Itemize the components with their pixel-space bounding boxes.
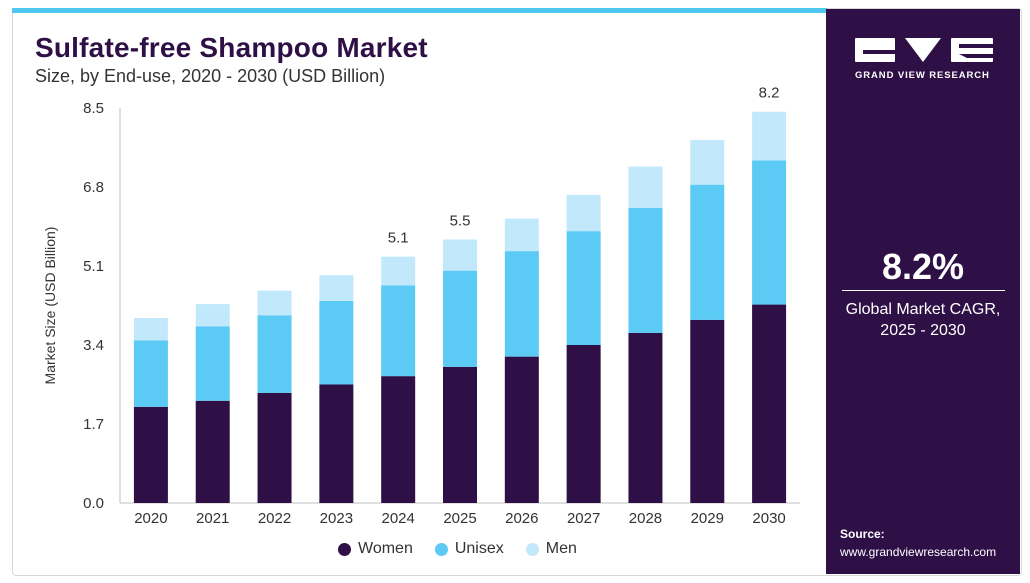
bar-men-2025	[443, 239, 477, 271]
accent-bar	[12, 8, 827, 13]
y-tick-label: 6.8	[83, 179, 104, 196]
y-tick-label: 1.7	[83, 416, 104, 433]
legend-item-unisex: Unisex	[434, 540, 504, 558]
y-tick-label: 3.4	[83, 337, 104, 354]
source-title: Source:	[840, 527, 885, 541]
data-label-2024: 5.1	[388, 230, 409, 247]
bar-unisex-2027	[566, 231, 601, 345]
bar-unisex-2029	[690, 184, 725, 320]
bar-women-2029	[690, 319, 725, 503]
bar-men-2030	[752, 111, 787, 161]
y-tick-label: 8.5	[83, 100, 104, 117]
legend-label-women: Women	[358, 540, 413, 557]
bar-unisex-2028	[628, 207, 663, 333]
bar-women-2025	[443, 366, 477, 503]
bar-men-2023	[319, 275, 354, 301]
y-tick-label: 0.0	[83, 495, 104, 512]
brand-name: GRAND VIEW RESEARCH	[855, 70, 990, 81]
bar-unisex-2023	[319, 300, 354, 385]
cagr-label-line1: Global Market CAGR,	[845, 301, 1001, 318]
bar-unisex-2020	[133, 340, 168, 407]
bar-unisex-2022	[257, 315, 292, 393]
chart-legend: Women Unisex Men	[338, 540, 599, 558]
bar-men-2026	[504, 218, 539, 252]
legend-item-women: Women	[338, 540, 413, 558]
bar-women-2024	[381, 376, 416, 503]
bar-men-2022	[257, 290, 292, 316]
bar-women-2030	[752, 304, 787, 503]
data-label-2030: 8.2	[759, 85, 780, 102]
cagr-divider	[842, 290, 1005, 291]
bar-unisex-2025	[443, 270, 477, 367]
bar-men-2028	[628, 166, 663, 208]
cagr-value: 8.2%	[881, 246, 965, 287]
source-url[interactable]: www.grandviewresearch.com	[840, 545, 997, 559]
legend-swatch-men	[525, 542, 539, 556]
x-tick-label: 2021	[196, 510, 229, 527]
y-tick-label: 5.1	[83, 258, 104, 275]
x-tick-label: 2028	[629, 510, 662, 527]
bar-women-2023	[319, 384, 354, 503]
bar-unisex-2024	[381, 285, 416, 377]
bar-unisex-2030	[752, 160, 787, 305]
bar-women-2026	[504, 356, 539, 503]
x-tick-label: 2026	[505, 510, 538, 527]
bar-women-2028	[628, 332, 663, 503]
x-tick-label: 2020	[134, 510, 167, 527]
legend-label-unisex: Unisex	[454, 540, 504, 557]
bar-men-2021	[195, 304, 230, 327]
y-axis-label: Market Size (USD Billion)	[42, 227, 58, 385]
bar-unisex-2021	[195, 326, 230, 401]
legend-item-men: Men	[525, 540, 577, 558]
legend-swatch-unisex	[434, 542, 448, 556]
x-tick-label: 2029	[691, 510, 724, 527]
cagr-label: Global Market CAGR, 2025 - 2030	[826, 299, 1020, 341]
legend-swatch-women	[338, 542, 351, 556]
legend-label-men: Men	[545, 540, 577, 557]
cagr-label-line2: 2025 - 2030	[880, 322, 966, 339]
bar-women-2020	[133, 406, 168, 503]
bar-men-2020	[133, 318, 168, 341]
bar-women-2021	[195, 400, 230, 503]
bar-men-2024	[381, 256, 416, 286]
data-label-2025: 5.5	[450, 213, 471, 230]
chart-title: Sulfate-free Shampoo Market	[35, 32, 428, 63]
x-tick-label: 2022	[258, 510, 291, 527]
x-tick-label: 2023	[320, 510, 353, 527]
bar-men-2029	[690, 140, 725, 185]
x-tick-label: 2024	[381, 510, 414, 527]
bar-women-2022	[257, 392, 292, 503]
x-tick-label: 2025	[443, 510, 476, 527]
grand-view-research-logo	[855, 38, 993, 62]
side-panel	[826, 9, 1020, 574]
x-tick-label: 2030	[752, 510, 785, 527]
chart-subtitle: Size, by End-use, 2020 - 2030 (USD Billi…	[35, 66, 386, 86]
x-tick-label: 2027	[567, 510, 600, 527]
bar-men-2027	[566, 194, 601, 232]
bar-unisex-2026	[504, 251, 539, 357]
bar-women-2027	[566, 345, 601, 503]
